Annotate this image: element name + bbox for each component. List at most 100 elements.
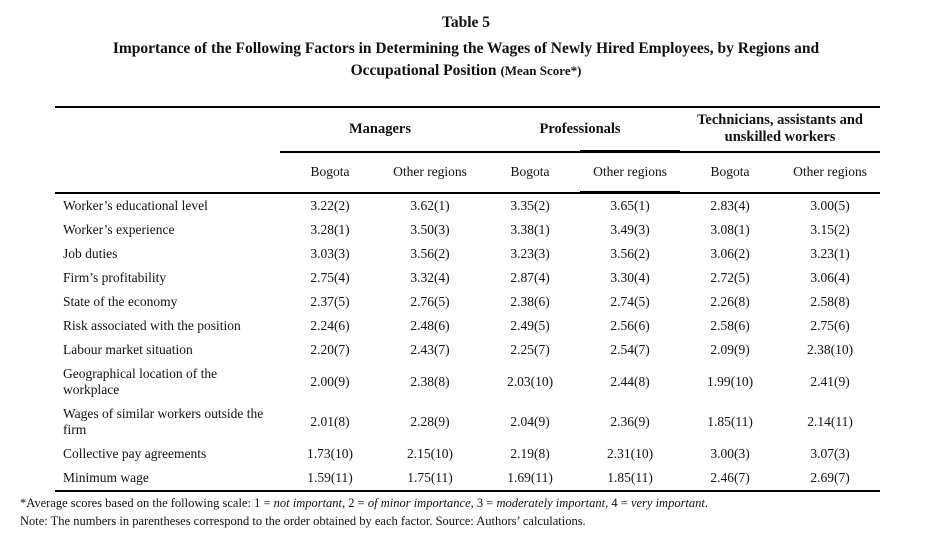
group-header-professionals-label: Professionals — [539, 120, 621, 137]
value-cell: 1.85(11) — [607, 470, 653, 485]
value-cell: 2.41(9) — [810, 374, 850, 389]
table-caption-line2-main: Occupational Position — [350, 62, 501, 79]
table-row: Minimum wage 1.59(11) 1.75(11) 1.69(11) 1.85… — [55, 466, 880, 491]
value-cell: 3.22(2) — [310, 197, 350, 213]
value-cell: 1.73(10) — [306, 446, 354, 461]
table-row: Risk associated with the position 2.24(6)… — [55, 314, 880, 338]
value-cell: 2.36(9) — [610, 414, 650, 429]
value-cell: 3.06(2) — [710, 246, 750, 261]
group-header-managers: Managers — [280, 107, 481, 153]
table-row: Labour market situation 2.20(7) 2.43(7) 2.2… — [55, 338, 880, 362]
value-cell: 3.23(1) — [810, 246, 850, 261]
value-cell: 2.44(8) — [610, 374, 650, 389]
footnote-scale: *Average scores based on the following s… — [20, 495, 932, 513]
factor-cell: Collective pay agreements — [63, 446, 207, 461]
value-cell: 2.49(5) — [510, 318, 550, 333]
factor-cell: Minimum wage — [63, 470, 149, 485]
value-cell: 2.58(8) — [810, 294, 850, 309]
value-cell: 3.06(4) — [810, 270, 850, 285]
value-cell: 3.08(1) — [710, 222, 750, 237]
header-spacer-cell — [55, 107, 280, 152]
value-cell: 3.28(1) — [310, 222, 350, 237]
factor-cell: Worker’s educational level — [63, 197, 208, 213]
table-caption-line1: Importance of the Following Factors in D… — [112, 40, 820, 57]
value-cell: 2.69(7) — [810, 470, 850, 485]
group-header-row: Managers Professionals Technicians, assi… — [55, 107, 881, 153]
value-cell: 3.07(3) — [810, 446, 850, 461]
value-cell: 2.72(5) — [710, 270, 750, 285]
factor-cell: Geographical location of the workplace — [63, 366, 218, 397]
table-caption-line2: Occupational Position (Mean Score*) — [0, 60, 932, 82]
factor-cell: Labour market situation — [63, 342, 193, 357]
footnotes: *Average scores based on the following s… — [20, 495, 932, 530]
value-cell: 3.65(1) — [610, 198, 650, 213]
value-cell: 1.85(11) — [707, 414, 753, 429]
value-cell: 1.75(11) — [407, 470, 453, 485]
value-cell: 2.38(6) — [510, 294, 550, 309]
value-cell: 1.99(10) — [706, 374, 754, 389]
value-cell: 3.35(2) — [510, 197, 550, 213]
factor-cell: Risk associated with the position — [63, 318, 241, 333]
table-caption-mean-score: (Mean Score*) — [500, 63, 582, 78]
value-cell: 3.00(5) — [810, 197, 850, 213]
factor-cell: Firm’s profitability — [63, 270, 167, 285]
footnote-scale-term: very important — [630, 496, 705, 510]
value-cell: 2.74(5) — [610, 294, 650, 309]
footnote-scale-term: of minor importance — [367, 496, 471, 510]
value-cell: 2.20(7) — [310, 342, 350, 357]
subheader-managers-bogota: Bogota — [280, 151, 380, 194]
table-row: Firm’s profitability 2.75(4) 3.32(4) 2.87(4… — [55, 266, 880, 290]
subheader-technicians-bogota: Bogota — [680, 151, 781, 194]
value-cell: 3.03(3) — [310, 246, 350, 261]
subheader-professionals-bogota: Bogota — [480, 151, 581, 194]
subheader-technicians-other-regions: Other regions — [780, 151, 881, 194]
group-header-professionals: Professionals — [480, 107, 681, 153]
footnote-scale-text: , 4 = — [605, 496, 631, 510]
footnote-note: Note: The numbers in parentheses corresp… — [20, 513, 586, 528]
value-cell: 2.43(7) — [410, 342, 450, 357]
group-header-managers-label: Managers — [349, 120, 412, 137]
factor-cell: Job duties — [63, 246, 118, 261]
value-cell: 3.49(3) — [610, 222, 650, 237]
value-cell: 2.58(6) — [710, 318, 750, 333]
value-cell: 3.62(1) — [410, 197, 450, 213]
value-cell: 3.23(3) — [510, 246, 550, 261]
value-cell: 2.19(8) — [510, 446, 550, 461]
value-cell: 3.15(2) — [810, 222, 850, 237]
table-number: Table 5 — [441, 14, 491, 31]
value-cell: 3.30(4) — [610, 270, 650, 285]
subheader-spacer-cell — [55, 151, 280, 194]
value-cell: 2.87(4) — [510, 270, 550, 285]
table-row: Collective pay agreements 1.73(10) 2.15(10… — [55, 442, 880, 466]
table-title-block: Table 5 Importance of the Following Fact… — [0, 14, 932, 82]
table-row: State of the economy 2.37(5) 2.76(5) 2.38(6… — [55, 290, 880, 314]
footnote-scale-term: not important — [273, 496, 343, 510]
footnote-scale-text: . — [704, 496, 709, 510]
value-cell: 2.48(6) — [410, 318, 450, 333]
factor-cell: Worker’s experience — [63, 222, 175, 237]
value-cell: 2.15(10) — [406, 446, 454, 461]
value-cell: 2.24(6) — [310, 318, 350, 333]
group-header-technicians-label: Technicians, assistants and unskilled wo… — [697, 112, 863, 146]
value-cell: 2.38(10) — [806, 342, 854, 357]
value-cell: 2.01(8) — [310, 414, 350, 429]
footnote-scale-text: *Average scores based on the following s… — [20, 496, 274, 510]
wage-factors-table: Managers Professionals Technicians, assi… — [55, 106, 881, 492]
value-cell: 2.83(4) — [710, 197, 750, 213]
value-cell: 2.75(4) — [310, 270, 350, 285]
value-cell: 1.59(11) — [307, 470, 353, 485]
subheader-row: Bogota Other regions Bogota Other region… — [55, 150, 881, 194]
value-cell: 2.04(9) — [510, 414, 550, 429]
value-cell: 2.25(7) — [510, 342, 550, 357]
value-cell: 2.00(9) — [310, 374, 350, 389]
value-cell: 3.38(1) — [510, 222, 550, 237]
value-cell: 3.56(2) — [610, 246, 650, 261]
value-cell: 2.76(5) — [410, 294, 450, 309]
table-row: Worker’s educational level 3.22(2) 3.62(1)… — [55, 193, 880, 219]
table-row: Wages of similar workers outside the fir… — [55, 402, 880, 442]
value-cell: 2.26(8) — [710, 294, 750, 309]
value-cell: 1.69(11) — [507, 470, 553, 485]
value-cell: 3.32(4) — [410, 270, 450, 285]
value-cell: 2.03(10) — [506, 374, 554, 389]
factor-cell: State of the economy — [63, 294, 178, 309]
